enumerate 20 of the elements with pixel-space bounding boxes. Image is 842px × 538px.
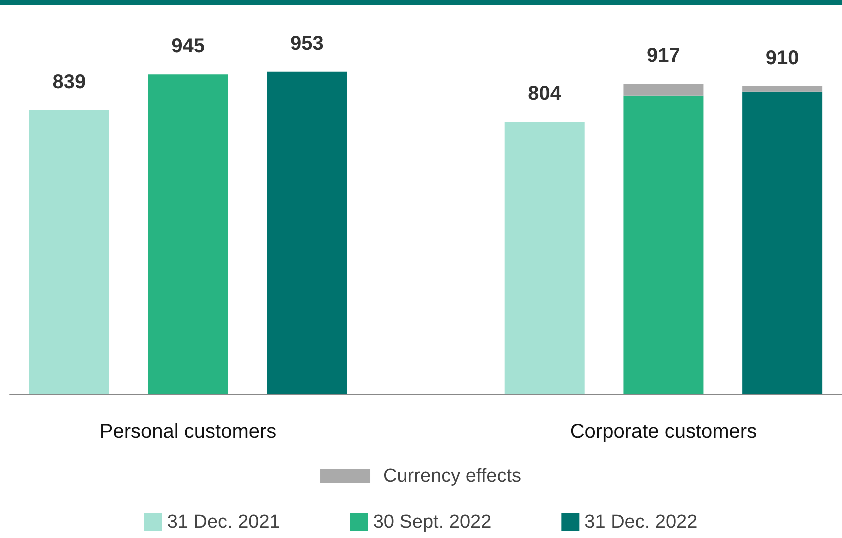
total-label: 917	[647, 45, 680, 68]
bar	[624, 96, 704, 394]
legend-label: 30 Sept. 2022	[373, 512, 492, 533]
bar	[742, 92, 823, 394]
bar	[504, 122, 585, 394]
legend-label: 31 Dec. 2022	[584, 512, 698, 533]
bar	[29, 110, 110, 394]
bar	[267, 72, 348, 394]
bar	[742, 86, 823, 92]
x-tick-label: Corporate customers	[570, 421, 758, 443]
bar	[624, 84, 704, 96]
data-label: 953	[290, 32, 324, 55]
legend-label: Currency effects	[384, 466, 522, 487]
data-label: 945	[172, 36, 205, 58]
bar	[148, 74, 228, 394]
total-label: 910	[766, 47, 800, 70]
legend-label: 31 Dec. 2021	[167, 512, 280, 533]
data-label: 839	[52, 71, 86, 94]
data-label: 804	[528, 83, 562, 106]
x-tick-label: Personal customers	[100, 421, 277, 443]
